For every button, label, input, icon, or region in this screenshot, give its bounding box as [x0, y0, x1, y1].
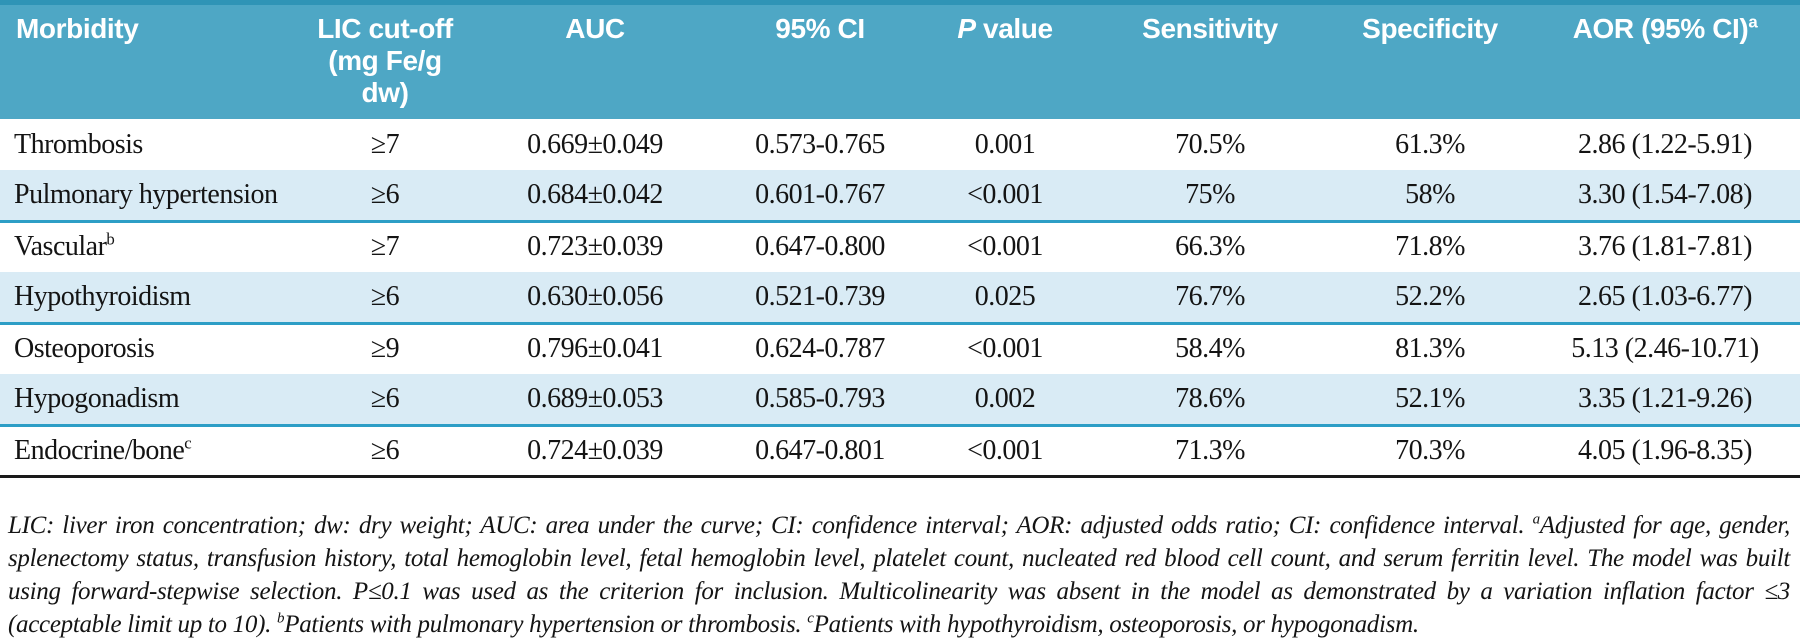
cell-morbidity: Endocrine/bonec	[14, 433, 192, 466]
cell-auc: 0.630±0.056	[470, 272, 720, 325]
cell-lic-cutoff: ≥7	[370, 128, 400, 160]
cell-specificity: 71.8%	[1395, 231, 1465, 263]
cell-lic-cutoff: ≥9	[370, 333, 400, 365]
column-header-sensitivity: Sensitivity	[1090, 0, 1330, 119]
cell-95ci: 0.521-0.739	[720, 272, 920, 325]
p-value-italic-p: P	[957, 13, 976, 44]
cell-morbidity: Thrombosis	[14, 128, 143, 160]
cell-sensitivity: 70.5%	[1175, 128, 1245, 160]
cell-aor: 2.86 (1.22-5.91)	[1578, 128, 1752, 160]
cell-95ci: 0.624-0.787	[755, 333, 885, 365]
footnote-marker-b: b	[277, 610, 285, 627]
cell-morbidity: Osteoporosis	[14, 333, 155, 365]
footnote-marker-a: a	[1532, 511, 1541, 528]
table-row: Endocrine/bonec ≥6 0.724±0.039 0.647-0.8…	[0, 425, 1800, 476]
cell-95ci: 0.647-0.801	[755, 434, 885, 466]
cell-p-value: <0.001	[967, 231, 1043, 263]
cell-sensitivity: 58.4%	[1175, 333, 1245, 365]
cell-aor: 3.76 (1.81-7.81)	[1578, 231, 1752, 263]
table-row: Hypogonadism ≥6 0.689±0.053 0.585-0.793 …	[0, 374, 1800, 427]
cell-aor: 2.65 (1.03-6.77)	[1530, 272, 1800, 325]
table-footnote: LIC: liver iron concentration; dw: dry w…	[0, 503, 1800, 641]
cell-p-value: 0.001	[974, 128, 1036, 160]
cell-95ci: 0.647-0.800	[755, 231, 885, 263]
cell-aor: 5.13 (2.46-10.71)	[1571, 333, 1759, 365]
cell-sensitivity: 75%	[1090, 170, 1330, 223]
cell-specificity: 52.2%	[1330, 272, 1530, 325]
cell-p-value: <0.001	[967, 434, 1043, 466]
column-header-p-value: P value	[920, 0, 1090, 119]
column-header-morbidity: Morbidity	[0, 0, 300, 119]
lic-header-line2: (mg Fe/g dw)	[328, 45, 442, 108]
cell-sensitivity: 78.6%	[1090, 374, 1330, 427]
cell-p-value: <0.001	[920, 170, 1090, 223]
column-header-aor: AOR (95% CI)a	[1530, 0, 1800, 119]
cell-specificity: 61.3%	[1395, 128, 1465, 160]
cell-morbidity: Hypogonadism	[0, 374, 300, 427]
cell-p-value: 0.025	[920, 272, 1090, 325]
aor-header-superscript: a	[1748, 12, 1758, 32]
cell-lic-cutoff: ≥6	[300, 374, 470, 427]
cell-morbidity: Hypothyroidism	[0, 272, 300, 325]
table-row: Hypothyroidism ≥6 0.630±0.056 0.521-0.73…	[0, 272, 1800, 325]
cell-morbidity: Pulmonary hypertension	[0, 170, 300, 223]
cell-aor: 3.35 (1.21-9.26)	[1530, 374, 1800, 427]
cell-auc: 0.689±0.053	[470, 374, 720, 427]
cell-sensitivity: 66.3%	[1175, 231, 1245, 263]
column-header-specificity: Specificity	[1330, 0, 1530, 119]
cell-specificity: 58%	[1330, 170, 1530, 223]
cell-aor: 4.05 (1.96-8.35)	[1578, 434, 1752, 466]
cell-sensitivity: 76.7%	[1090, 272, 1330, 325]
p-value-rest: value	[975, 13, 1053, 44]
cell-p-value: <0.001	[967, 333, 1043, 365]
table-row: Pulmonary hypertension ≥6 0.684±0.042 0.…	[0, 170, 1800, 223]
footnote-vascular-note: Patients with pulmonary hypertension or …	[284, 610, 808, 638]
column-header-auc: AUC	[470, 0, 720, 119]
table-row: Vascularb ≥7 0.723±0.039 0.647-0.800 <0.…	[0, 221, 1800, 272]
morbidity-lic-cutoff-table: Morbidity LIC cut-off (mg Fe/g dw) AUC 95…	[0, 0, 1800, 478]
footnote-endocrine-note: Patients with hypothyroidism, osteoporos…	[813, 610, 1419, 638]
table-row: Osteoporosis ≥9 0.796±0.041 0.624-0.787 …	[0, 323, 1800, 374]
cell-lic-cutoff: ≥6	[300, 170, 470, 223]
lic-header-line1: LIC cut-off	[317, 13, 453, 44]
cell-specificity: 70.3%	[1395, 434, 1465, 466]
table-header-row: Morbidity LIC cut-off (mg Fe/g dw) AUC 95…	[0, 0, 1800, 119]
cell-specificity: 52.1%	[1330, 374, 1530, 427]
cell-auc: 0.796±0.041	[527, 333, 663, 365]
cell-auc: 0.684±0.042	[470, 170, 720, 223]
aor-header-text: AOR (95% CI)	[1572, 13, 1749, 44]
cell-specificity: 81.3%	[1395, 333, 1465, 365]
cell-auc: 0.669±0.049	[527, 128, 663, 160]
footnote-abbreviations: LIC: liver iron concentration; dw: dry w…	[8, 511, 1533, 539]
cell-lic-cutoff: ≥6	[370, 434, 400, 466]
cell-lic-cutoff: ≥6	[300, 272, 470, 325]
cell-morbidity: Vascularb	[14, 229, 115, 263]
column-header-95ci: 95% CI	[720, 0, 920, 119]
cell-lic-cutoff: ≥7	[370, 231, 400, 263]
cell-95ci: 0.573-0.765	[755, 128, 885, 160]
cell-95ci: 0.585-0.793	[720, 374, 920, 427]
cell-aor: 3.30 (1.54-7.08)	[1530, 170, 1800, 223]
cell-p-value: 0.002	[920, 374, 1090, 427]
cell-95ci: 0.601-0.767	[720, 170, 920, 223]
cell-auc: 0.723±0.039	[527, 231, 663, 263]
cell-auc: 0.724±0.039	[527, 434, 663, 466]
cell-sensitivity: 71.3%	[1175, 434, 1245, 466]
column-header-lic-cutoff: LIC cut-off (mg Fe/g dw)	[300, 0, 470, 119]
table-row: Thrombosis ≥7 0.669±0.049 0.573-0.765 0.…	[0, 119, 1800, 170]
